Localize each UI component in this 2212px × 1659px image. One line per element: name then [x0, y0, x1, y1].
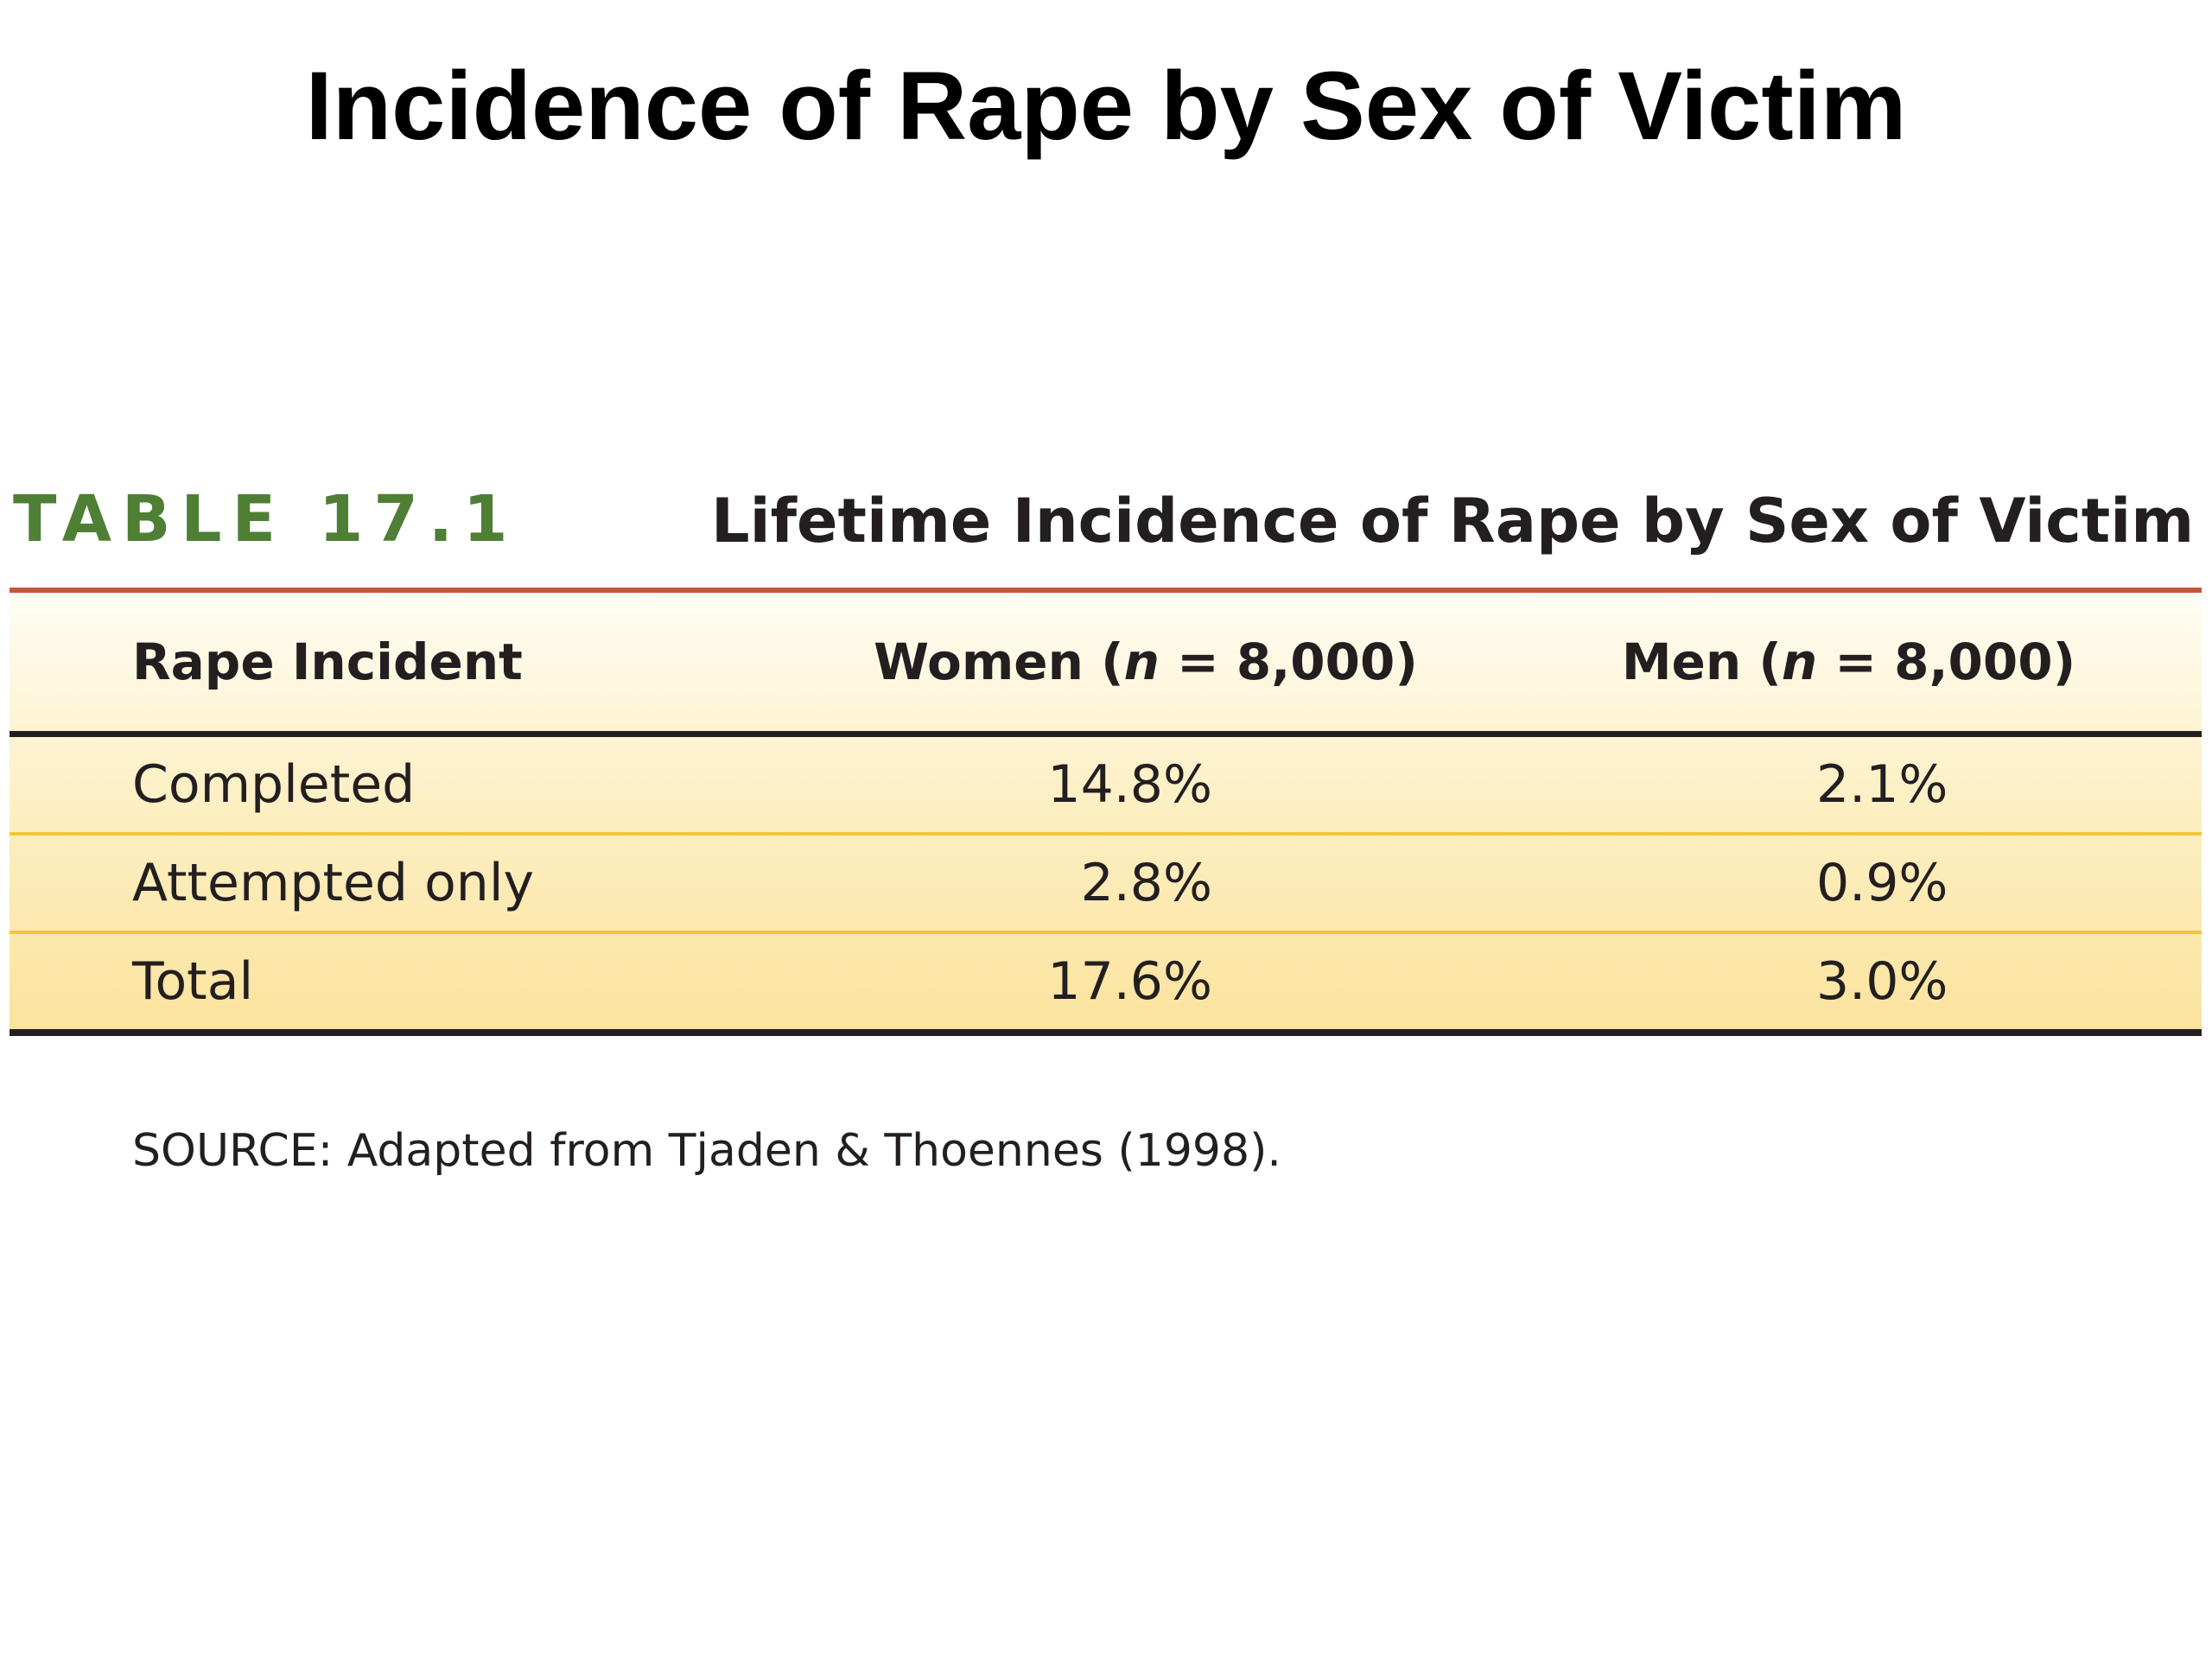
header-men: Men (n = 8,000): [1461, 593, 2202, 737]
header-women: Women (n = 8,000): [779, 593, 1461, 737]
table-block: TABLE 17.1 Lifetime Incidence of Rape by…: [10, 458, 2202, 1036]
table-number-label: TABLE 17.1: [13, 482, 518, 556]
table-row: Attempted only 2.8% 0.9%: [10, 834, 2202, 934]
cell-men: 0.9%: [1461, 834, 2202, 934]
cell-men: 2.1%: [1461, 734, 2202, 836]
slide-title: Incidence of Rape by Sex of Victim: [305, 52, 1907, 160]
cell-men: 3.0%: [1461, 932, 2202, 1036]
data-table: Rape Incident Women (n = 8,000) Men (n =…: [10, 593, 2202, 1036]
cell-incident: Attempted only: [10, 834, 779, 934]
table-heading: TABLE 17.1 Lifetime Incidence of Rape by…: [10, 458, 2202, 588]
table-caption: Lifetime Incidence of Rape by Sex of Vic…: [711, 486, 2195, 556]
table-row: Completed 14.8% 2.1%: [10, 734, 2202, 836]
cell-women: 17.6%: [779, 932, 1461, 1036]
cell-incident: Total: [10, 932, 779, 1036]
header-rape-incident: Rape Incident: [10, 593, 779, 737]
header-women-n: n: [1123, 632, 1160, 691]
header-men-suffix: = 8,000): [1817, 632, 2076, 691]
cell-incident: Completed: [10, 734, 779, 836]
header-women-prefix: Women (: [874, 632, 1124, 691]
table-header-row: Rape Incident Women (n = 8,000) Men (n =…: [10, 593, 2202, 737]
table-top-rule: [10, 588, 2202, 593]
header-women-suffix: = 8,000): [1159, 632, 1418, 691]
header-men-n: n: [1781, 632, 1818, 691]
table-row: Total 17.6% 3.0%: [10, 932, 2202, 1036]
cell-women: 2.8%: [779, 834, 1461, 934]
table-source-note: SOURCE: Adapted from Tjaden & Thoennes (…: [132, 1125, 1281, 1177]
cell-women: 14.8%: [779, 734, 1461, 836]
header-men-prefix: Men (: [1621, 632, 1782, 691]
